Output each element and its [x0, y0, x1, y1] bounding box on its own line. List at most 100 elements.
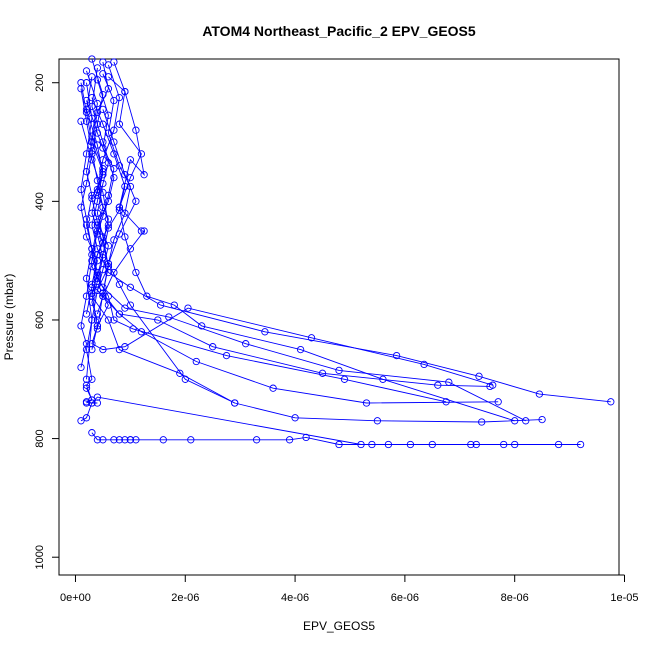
- data-point: [132, 436, 140, 444]
- data-point: [82, 96, 91, 105]
- profile-series-7: [82, 67, 530, 425]
- data-point: [82, 67, 91, 75]
- data-point: [110, 138, 118, 146]
- data-point: [99, 70, 107, 78]
- data-point: [176, 369, 184, 377]
- y-tick-label: 400: [34, 192, 46, 210]
- y-axis: 200 400 600 800 1000: [34, 74, 60, 569]
- profile-line: [91, 64, 491, 387]
- x-axis: 0e+00 2e-06 4e-06 6e-06 8e-06 1e-05: [60, 574, 639, 604]
- data-point: [121, 233, 129, 241]
- data-point: [110, 58, 118, 66]
- data-point: [296, 345, 305, 354]
- data-point: [88, 194, 96, 203]
- data-point: [535, 390, 544, 398]
- profile-line: [91, 61, 611, 403]
- data-point: [104, 191, 113, 200]
- data-point: [538, 415, 546, 424]
- data-point: [420, 360, 428, 369]
- data-point: [362, 399, 371, 407]
- data-point: [187, 436, 195, 444]
- profile-line: [80, 396, 515, 445]
- data-point: [132, 197, 140, 205]
- y-axis-label: Pressure (mbar): [2, 274, 16, 361]
- data-point: [88, 429, 96, 437]
- data-point: [93, 209, 102, 217]
- profile-series-8: [82, 73, 502, 407]
- data-point: [93, 393, 102, 401]
- data-point: [576, 440, 585, 449]
- data-point: [88, 55, 96, 63]
- data-point: [335, 366, 343, 375]
- data-point: [104, 197, 113, 205]
- data-point: [82, 310, 91, 318]
- profile-series-1: [77, 55, 497, 389]
- data-point: [82, 414, 91, 422]
- data-point: [368, 440, 376, 449]
- data-point: [110, 165, 118, 173]
- data-point: [99, 171, 107, 179]
- data-point: [99, 203, 107, 211]
- x-tick-label: 8e-06: [501, 592, 529, 604]
- data-point: [140, 227, 148, 235]
- data-point: [252, 436, 261, 444]
- data-point: [554, 440, 563, 449]
- data-point: [494, 398, 502, 406]
- data-point: [126, 173, 135, 182]
- y-tick-label: 800: [34, 429, 46, 447]
- profile-line: [96, 109, 137, 329]
- data-point: [121, 343, 129, 351]
- data-point: [93, 76, 102, 84]
- data-point: [88, 340, 96, 348]
- data-point: [445, 378, 453, 386]
- data-point: [478, 418, 486, 426]
- data-point: [88, 114, 96, 122]
- profile-series-20: [77, 117, 113, 318]
- data-point: [140, 171, 148, 179]
- chart-title: ATOM4 Northeast_Pacific_2 EPV_GEOS5: [202, 23, 476, 39]
- data-point: [121, 436, 129, 444]
- data-point: [104, 85, 113, 93]
- data-point: [269, 384, 277, 392]
- data-point: [115, 436, 124, 444]
- data-point: [110, 436, 118, 444]
- data-point: [99, 436, 107, 444]
- profile-line: [91, 67, 447, 403]
- data-point: [77, 185, 85, 194]
- data-point: [115, 280, 124, 289]
- profile-series-2: [88, 58, 615, 406]
- data-point: [110, 268, 118, 277]
- profile-series-3: [88, 61, 494, 391]
- data-point: [115, 93, 124, 102]
- data-point: [340, 375, 349, 383]
- data-point: [126, 301, 135, 309]
- data-point: [93, 230, 102, 238]
- profile-line: [91, 79, 115, 321]
- data-point: [126, 182, 135, 191]
- data-point: [104, 316, 113, 324]
- data-point: [99, 105, 107, 114]
- plot-frame: [58, 58, 620, 576]
- x-tick-label: 6e-06: [391, 592, 419, 604]
- data-point: [156, 301, 165, 309]
- data-point: [126, 156, 135, 164]
- data-point: [184, 304, 192, 312]
- data-point: [82, 274, 91, 283]
- data-point: [209, 343, 217, 351]
- data-point: [93, 325, 102, 333]
- data-point: [357, 440, 365, 449]
- data-point: [82, 150, 91, 158]
- data-point: [77, 363, 85, 372]
- data-point: [121, 171, 129, 179]
- data-point: [115, 120, 124, 128]
- data-point: [511, 440, 519, 449]
- data-point: [88, 345, 96, 354]
- profile-line: [80, 121, 109, 315]
- data-point: [110, 96, 118, 105]
- data-point: [115, 230, 124, 238]
- y-tick-label: 600: [34, 311, 46, 329]
- profile-line: [80, 58, 493, 386]
- data-point: [500, 440, 508, 449]
- data-point: [82, 345, 91, 354]
